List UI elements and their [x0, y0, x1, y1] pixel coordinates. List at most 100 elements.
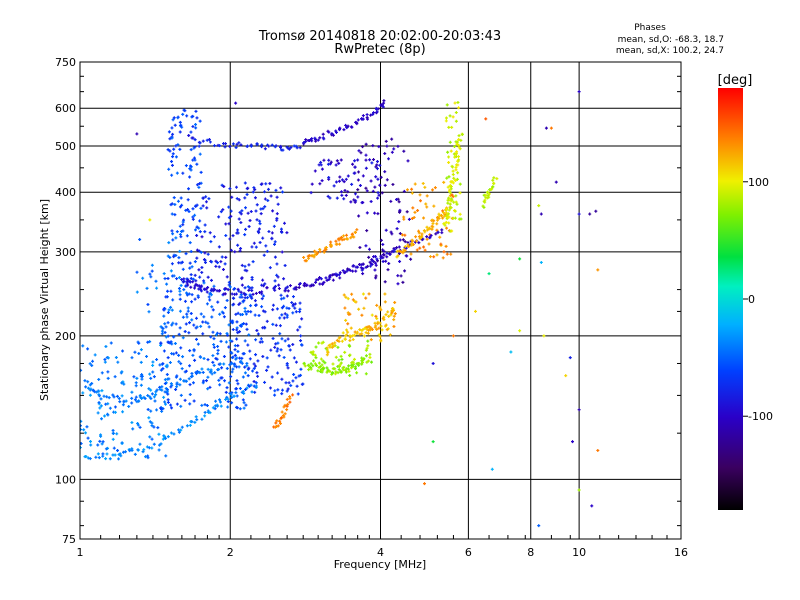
data-point — [225, 386, 229, 390]
data-point — [482, 199, 486, 203]
data-point — [122, 400, 126, 404]
data-point — [431, 222, 435, 226]
data-point — [100, 442, 104, 446]
data-point — [222, 185, 226, 189]
data-point — [331, 133, 335, 137]
data-point — [294, 376, 298, 380]
data-point — [435, 222, 439, 226]
data-point — [436, 230, 440, 234]
data-point — [392, 324, 396, 328]
data-point — [518, 329, 522, 333]
data-point — [249, 144, 253, 148]
data-point — [177, 430, 181, 434]
data-point — [361, 272, 365, 276]
data-point — [194, 337, 198, 341]
data-point — [366, 264, 370, 268]
data-point — [225, 395, 229, 399]
data-point — [314, 280, 318, 284]
data-point — [207, 325, 211, 329]
data-point — [357, 214, 361, 218]
data-point — [171, 321, 175, 325]
data-point — [234, 391, 238, 395]
data-point — [331, 278, 335, 282]
data-point — [169, 403, 173, 407]
data-point — [437, 212, 441, 216]
data-point — [193, 204, 197, 208]
data-point — [325, 366, 329, 370]
data-point — [368, 328, 372, 332]
data-point — [178, 377, 182, 381]
data-point — [139, 348, 143, 352]
data-point — [111, 393, 115, 397]
data-point — [245, 327, 249, 331]
data-point — [410, 216, 414, 220]
data-point — [328, 369, 332, 373]
data-point — [84, 431, 88, 435]
data-point — [133, 398, 137, 402]
data-point — [234, 292, 238, 296]
data-point — [273, 279, 277, 283]
data-point — [371, 144, 375, 148]
data-point — [108, 457, 112, 461]
data-point — [335, 159, 339, 163]
data-point — [341, 331, 345, 335]
data-point — [537, 204, 541, 208]
data-point — [337, 273, 341, 277]
data-point — [422, 245, 426, 249]
data-point — [413, 210, 417, 214]
data-point — [121, 349, 125, 353]
data-point — [432, 255, 436, 259]
data-point — [253, 187, 257, 191]
data-point — [283, 403, 287, 407]
data-point — [442, 250, 446, 254]
data-point — [340, 235, 344, 239]
data-point — [234, 146, 238, 150]
data-point — [329, 243, 333, 247]
data-point — [193, 297, 197, 301]
data-point — [356, 195, 360, 199]
data-point — [389, 313, 393, 317]
data-point — [318, 247, 322, 251]
data-point — [170, 202, 174, 206]
data-point — [376, 212, 380, 216]
data-point — [336, 345, 340, 349]
data-point — [365, 327, 369, 331]
data-point — [188, 393, 192, 397]
data-point — [93, 353, 97, 357]
data-point — [352, 357, 356, 361]
data-point — [148, 372, 152, 376]
data-point — [180, 425, 184, 429]
data-point — [273, 242, 277, 246]
data-point — [179, 362, 183, 366]
data-point — [276, 371, 280, 375]
data-point — [298, 146, 302, 150]
data-point — [178, 130, 182, 134]
data-point — [236, 331, 240, 335]
data-point — [258, 222, 262, 226]
data-point — [146, 407, 150, 411]
data-point — [174, 236, 178, 240]
data-point — [577, 212, 581, 216]
data-point — [247, 224, 251, 228]
data-point — [383, 183, 387, 187]
data-point — [166, 148, 170, 152]
data-point — [168, 361, 172, 365]
data-point — [130, 396, 134, 400]
data-point — [246, 374, 250, 378]
data-point — [202, 315, 206, 319]
data-point — [287, 381, 291, 385]
data-point — [364, 372, 368, 376]
data-point — [279, 293, 283, 297]
data-point — [321, 359, 325, 363]
data-point — [158, 387, 162, 391]
data-point — [138, 442, 142, 446]
data-point — [81, 391, 85, 395]
data-point — [346, 330, 350, 334]
data-point — [136, 448, 140, 452]
data-point — [273, 345, 277, 349]
data-point — [356, 188, 360, 192]
data-point — [119, 454, 123, 458]
data-point — [188, 349, 192, 353]
data-point — [233, 364, 237, 368]
data-point — [169, 431, 173, 435]
